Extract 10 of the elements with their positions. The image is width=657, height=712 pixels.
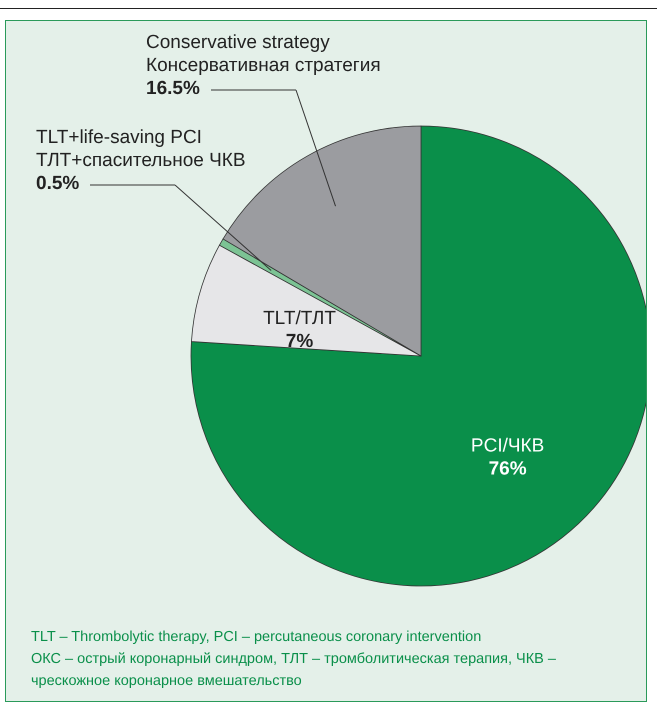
text: TLT – Thrombolytic therapy, PCI – percutaneous coronary intervention xyxy=(31,628,482,647)
data-label: 0.5% xyxy=(36,173,80,194)
data-label: 16.5% xyxy=(146,78,200,99)
text: ОКС – острый коронарный синдром, ТЛТ – тромболитическая терапия, ЧКВ – чрескожное коронарное вмешательство xyxy=(31,650,557,691)
slice-label: TLT+life-saving PCI ТЛТ+спасительное ЧКВ xyxy=(36,127,246,171)
data-label: 76% xyxy=(488,458,527,480)
slice-label: PCI/ЧКВ xyxy=(470,436,544,457)
slice-label: TLT/ТЛТ xyxy=(263,308,336,330)
data-label: 7% xyxy=(286,331,314,352)
slice-label: Conservative strategy Консервативная стратегия xyxy=(146,32,381,76)
